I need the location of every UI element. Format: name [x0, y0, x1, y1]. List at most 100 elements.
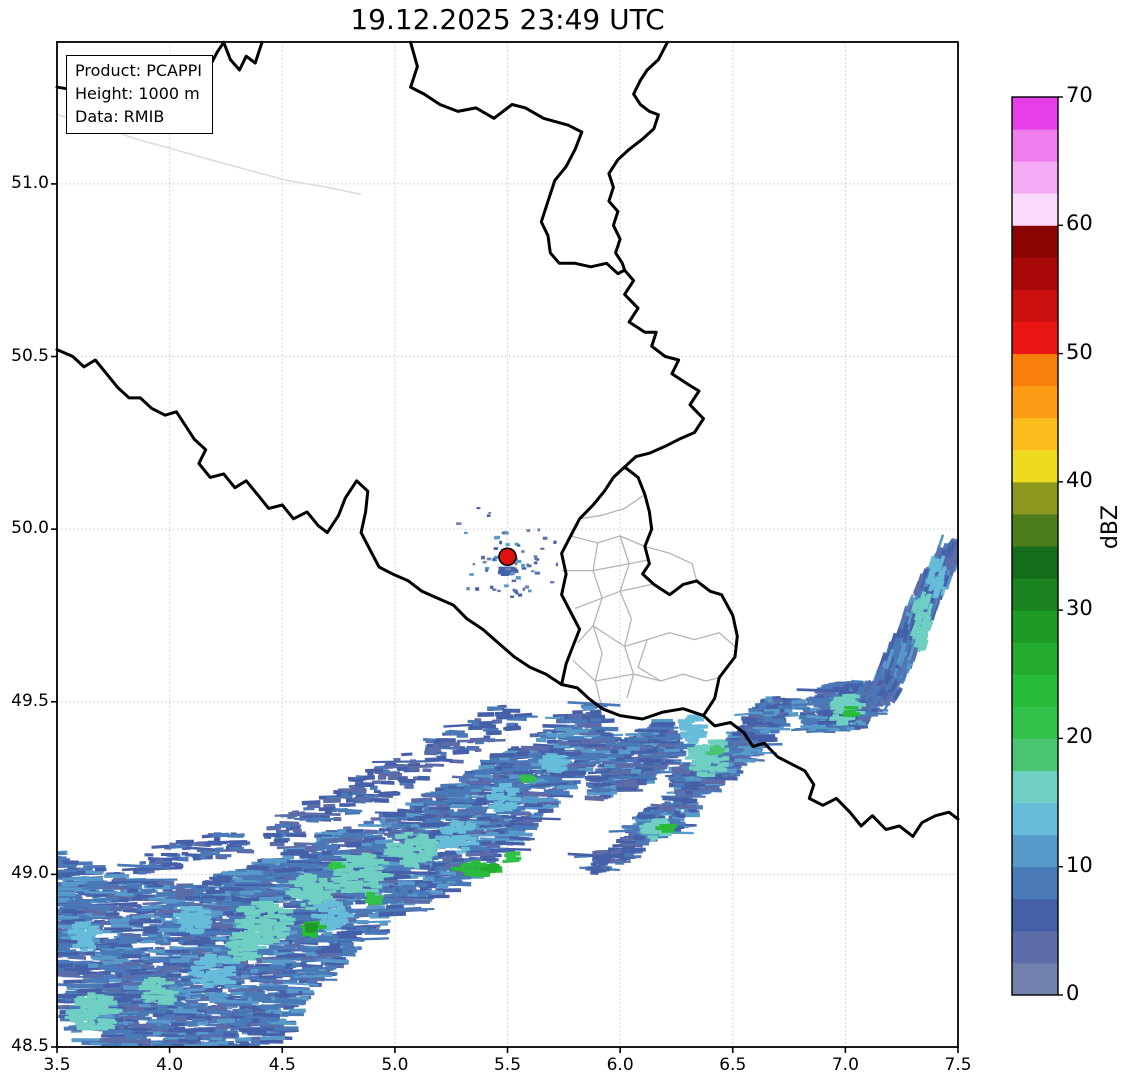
echo-streak — [139, 860, 147, 865]
echo-streak — [678, 804, 698, 809]
luxembourg-district-lines — [561, 494, 736, 709]
echo-streak — [222, 871, 248, 876]
echo-streak — [445, 730, 465, 735]
echo-streak — [477, 816, 492, 821]
echo-streak — [216, 901, 242, 906]
echo-streak — [486, 831, 499, 836]
echo-streak — [636, 814, 656, 819]
echo-streak — [206, 1010, 232, 1015]
echo-streak — [417, 882, 428, 888]
echo-streak — [193, 889, 204, 894]
echo-streak — [382, 769, 390, 774]
echo-region-small-echo-strand — [567, 836, 646, 876]
echo-streak — [615, 848, 623, 853]
echo-streak — [200, 996, 209, 1001]
echo-streak — [617, 749, 631, 755]
radar-echoes — [57, 507, 958, 1047]
echo-streak — [110, 968, 126, 973]
echo-streak — [442, 857, 453, 863]
echo-streak — [385, 904, 404, 909]
echo-streak — [57, 851, 66, 855]
echo-streak — [96, 945, 111, 949]
echo-streak — [556, 785, 578, 790]
echo-streak — [441, 741, 461, 747]
echo-streak — [489, 818, 498, 822]
echo-streak — [337, 808, 348, 813]
echo-streak — [354, 782, 375, 788]
echo-streak — [627, 737, 649, 742]
echo-streak — [403, 899, 431, 904]
echo-streak — [184, 884, 196, 889]
echo-streak — [477, 711, 495, 718]
echo-streak — [251, 1018, 260, 1023]
echo-streak — [273, 839, 289, 843]
echo-streak — [802, 706, 810, 711]
echo-streak — [57, 963, 73, 968]
echo-streak — [435, 738, 456, 743]
echo-streak — [356, 926, 369, 931]
echo-streak — [537, 808, 554, 814]
echo-streak — [292, 828, 302, 833]
echo-streak — [355, 900, 366, 905]
echo-streak — [590, 870, 599, 876]
echo-streak — [196, 1027, 216, 1033]
echo-streak — [515, 759, 532, 764]
echo-streak — [356, 777, 364, 782]
echo-streak — [676, 813, 686, 818]
echo-streak — [119, 1008, 146, 1012]
echo-streak — [138, 870, 147, 875]
echo-streak — [555, 726, 573, 732]
echo-streak — [427, 884, 437, 889]
district-line — [576, 625, 736, 648]
echo-streak — [309, 863, 319, 868]
echo-streak — [535, 737, 547, 743]
echo-streak — [165, 949, 190, 954]
echo-streak — [621, 843, 634, 847]
echo-streak — [238, 1027, 267, 1033]
echo-streak — [624, 853, 634, 858]
echo-streak — [210, 936, 227, 941]
echo-streak — [63, 860, 80, 865]
echo-streak — [332, 895, 345, 899]
echo-streak — [345, 829, 364, 833]
echo-streak — [815, 728, 829, 733]
echo-streak — [78, 861, 93, 866]
echo-streak — [215, 847, 224, 853]
echo-streak — [763, 718, 785, 723]
echo-streak — [209, 997, 227, 1003]
echo-streak — [94, 867, 107, 872]
echo-streak — [634, 836, 645, 841]
echo-streak — [341, 792, 349, 798]
echo-streak — [405, 802, 424, 807]
echo-streak — [481, 857, 499, 862]
echo-streak — [421, 891, 430, 896]
echo-streak — [170, 1022, 186, 1027]
echo-streak — [84, 951, 95, 956]
echo-streak — [229, 846, 245, 851]
echo-streak — [430, 809, 440, 813]
echo-streak — [565, 736, 584, 741]
echo-streak — [204, 992, 227, 997]
echo-streak — [430, 817, 441, 822]
echo-streak — [494, 711, 511, 717]
echo-streak — [453, 745, 461, 750]
echo-streak — [143, 918, 162, 924]
echo-streak — [227, 834, 244, 838]
echo-streak — [291, 962, 300, 968]
echo-streak — [97, 964, 114, 969]
echo-streak — [223, 1032, 237, 1038]
echo-streak — [417, 775, 430, 781]
district-line — [572, 659, 720, 682]
echo-streak — [465, 851, 494, 857]
echo-streak — [370, 817, 381, 821]
echo-streak — [62, 877, 85, 881]
district-line — [592, 542, 603, 709]
echo-streak — [499, 775, 509, 779]
echo-streak — [199, 854, 207, 860]
echo-streak — [398, 885, 417, 891]
echo-streak — [57, 890, 76, 897]
echo-streak — [422, 768, 432, 773]
echo-streak — [286, 988, 299, 994]
echo-streak — [177, 1028, 198, 1033]
echo-streak — [339, 803, 356, 807]
